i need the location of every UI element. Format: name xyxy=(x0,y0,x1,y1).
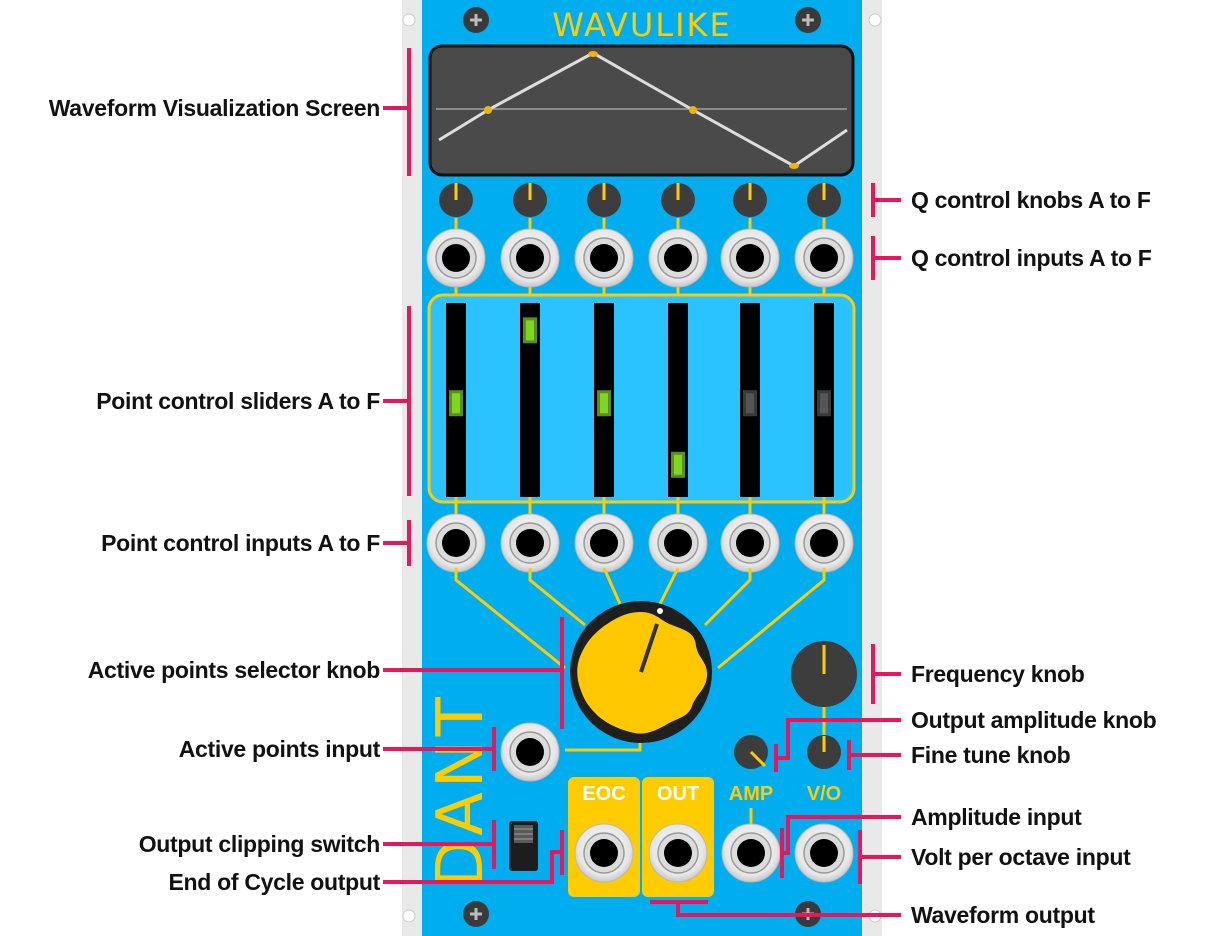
waveform-output-jack[interactable] xyxy=(648,823,708,883)
voct-input-jack[interactable] xyxy=(794,823,854,883)
waveform-screen xyxy=(428,44,855,177)
rack-rail-left xyxy=(402,0,422,936)
q-input-jack-a[interactable] xyxy=(426,228,486,288)
wire xyxy=(528,568,586,627)
output-clipping-switch[interactable] xyxy=(509,821,538,871)
callout-line-eoc-output xyxy=(383,850,560,884)
slider-track-d xyxy=(668,303,688,497)
rail-screw-hole xyxy=(402,909,416,923)
callout-label-active-points-input: Active points input xyxy=(178,736,381,762)
waveform-point xyxy=(789,163,799,169)
wire xyxy=(703,568,752,627)
amplitude-knob[interactable] xyxy=(734,735,768,769)
q-knob-f[interactable] xyxy=(807,183,841,217)
slider-box-outline xyxy=(427,293,856,504)
wire xyxy=(658,567,680,605)
callout-label-voct-input: Volt per octave input xyxy=(911,844,1131,870)
q-input-jack-c[interactable] xyxy=(574,228,634,288)
callout-label-active-points-knob: Active points selector knob xyxy=(87,657,381,683)
callout-label-frequency-knob: Frequency knob xyxy=(911,661,1085,687)
q-input-jack-e[interactable] xyxy=(720,228,780,288)
rail-screw-hole xyxy=(402,13,416,27)
amp-label: AMP xyxy=(729,783,773,805)
slider-track-b xyxy=(520,303,540,497)
wire xyxy=(602,567,622,605)
amplitude-input-jack[interactable] xyxy=(721,823,781,883)
out-label: OUT xyxy=(657,783,699,805)
panel-screw-icon xyxy=(463,7,489,33)
callout-label-q-inputs: Q control inputs A to F xyxy=(911,245,1152,271)
callout-label-fine-tune-knob: Fine tune knob xyxy=(911,742,1071,768)
callout-line-amplitude-knob xyxy=(776,718,901,760)
point-input-jack-b[interactable] xyxy=(500,513,560,573)
active-points-input-jack[interactable] xyxy=(500,722,560,782)
panel-screw-icon xyxy=(795,7,821,33)
q-knob-c[interactable] xyxy=(587,183,621,217)
callout-line-amplitude-input xyxy=(782,815,901,855)
callout-label-q-knobs: Q control knobs A to F xyxy=(911,187,1151,213)
voct-label: V/O xyxy=(807,783,841,805)
point-slider-c[interactable] xyxy=(597,390,611,417)
eoc-label: EOC xyxy=(582,783,625,805)
fine-tune-knob[interactable] xyxy=(807,735,841,769)
point-input-jack-c[interactable] xyxy=(574,513,634,573)
q-input-jack-b[interactable] xyxy=(500,228,560,288)
callout-label-point-inputs: Point control inputs A to F xyxy=(101,530,380,556)
rack-rail-right xyxy=(862,0,882,936)
waveform-point xyxy=(588,51,598,57)
point-slider-e[interactable] xyxy=(743,390,757,417)
wire xyxy=(454,568,566,670)
callout-label-amplitude-input: Amplitude input xyxy=(911,804,1082,830)
q-knob-e[interactable] xyxy=(733,183,767,217)
q-input-jack-f[interactable] xyxy=(794,228,854,288)
point-slider-f[interactable] xyxy=(817,390,831,417)
callout-label-amplitude-knob: Output amplitude knob xyxy=(911,707,1157,733)
callout-label-waveform-screen: Waveform Visualization Screen xyxy=(48,95,381,121)
waveform-point xyxy=(689,106,697,114)
brand-logo: DANT xyxy=(424,693,498,888)
q-input-jack-d[interactable] xyxy=(648,228,708,288)
point-input-jack-a[interactable] xyxy=(426,513,486,573)
module-title: WAVULIKE xyxy=(552,6,732,44)
q-knob-a[interactable] xyxy=(439,183,473,217)
q-knob-b[interactable] xyxy=(513,183,547,217)
point-input-jack-d[interactable] xyxy=(648,513,708,573)
callout-line-waveform-output xyxy=(676,902,901,917)
point-slider-a[interactable] xyxy=(449,390,463,417)
panel-screw-icon xyxy=(463,901,489,927)
waveform-point xyxy=(484,106,492,114)
frequency-knob[interactable] xyxy=(791,641,857,707)
point-slider-b[interactable] xyxy=(523,317,537,344)
waveform-trace xyxy=(438,51,848,168)
rail-screw-hole xyxy=(868,13,882,27)
q-knob-d[interactable] xyxy=(661,183,695,217)
point-slider-d[interactable] xyxy=(671,451,685,478)
callout-label-point-sliders: Point control sliders A to F xyxy=(96,388,380,414)
eoc-output-jack[interactable] xyxy=(574,823,634,883)
callout-label-waveform-output: Waveform output xyxy=(911,902,1095,928)
callout-label-eoc-output: End of Cycle output xyxy=(168,869,380,895)
wire xyxy=(717,568,826,670)
callout-label-clipping-switch: Output clipping switch xyxy=(138,831,381,857)
active-points-selector-knob[interactable] xyxy=(570,601,712,743)
point-input-jack-e[interactable] xyxy=(720,513,780,573)
point-input-jack-f[interactable] xyxy=(794,513,854,573)
